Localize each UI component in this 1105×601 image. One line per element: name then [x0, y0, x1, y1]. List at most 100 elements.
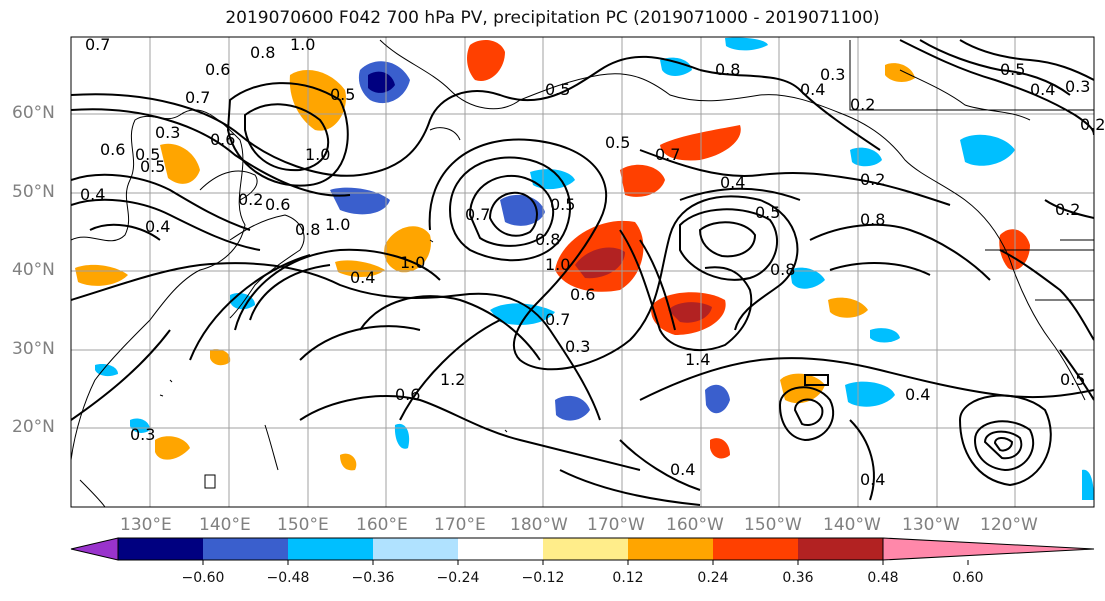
- contour-label: 0.4: [800, 80, 825, 99]
- contour-label: 0.8: [715, 60, 740, 79]
- colorbar-segment: [458, 538, 543, 560]
- negative-anomaly-patch: [555, 395, 590, 421]
- positive-anomaly-patch: [340, 453, 357, 471]
- contour-label: 0.6: [205, 60, 230, 79]
- colorbar-tick-label: 0.48: [867, 570, 899, 586]
- contour-label: 0.4: [670, 460, 695, 479]
- positive-anomaly-patch: [620, 164, 665, 197]
- negative-anomaly-patch: [725, 37, 768, 51]
- colorbar-tick-label: 0.12: [612, 570, 644, 586]
- lon-label-120w: 120°W: [980, 515, 1038, 535]
- colorbar-tick-label: −0.60: [181, 570, 225, 586]
- contour-label: 0.4: [1030, 80, 1055, 99]
- contour-label: 0.7: [465, 205, 490, 224]
- negative-anomaly-patch: [705, 384, 730, 414]
- positive-anomaly-patch: [160, 143, 200, 184]
- contour-label: 0.8: [860, 210, 885, 229]
- lon-label-170w: 170°W: [587, 515, 645, 535]
- colorbar-segment: [798, 538, 883, 560]
- lon-label-170e: 170°E: [434, 515, 486, 535]
- coastlines: [71, 39, 1094, 507]
- negative-anomaly-patch: [960, 134, 1015, 166]
- lon-label-150e: 150°E: [277, 515, 329, 535]
- lat-label-20n: 20°N: [12, 417, 55, 437]
- contour-label: 0.2: [238, 190, 263, 209]
- colorbar-segment: [203, 538, 288, 560]
- colorbar-tick-label: −0.36: [351, 570, 395, 586]
- contour-labels: 0.70.61.00.80.50.70.3 0.60.50.41.00.6 0.50…: [80, 35, 1105, 489]
- colorbar-tick-label: 0.24: [697, 570, 729, 586]
- colorbar-segment: [713, 538, 798, 560]
- map-frame: [70, 36, 1095, 508]
- lon-label-130e: 130°E: [120, 515, 172, 535]
- lon-label-160e: 160°E: [356, 515, 408, 535]
- contour-label: 0.5: [1000, 60, 1025, 79]
- contour-label: 1.0: [545, 255, 570, 274]
- colorbar-tick-label: 0.60: [952, 570, 984, 586]
- colorbar-tick-label: −0.24: [436, 570, 480, 586]
- contour-label: 0.6: [395, 385, 420, 404]
- negative-anomaly-patch: [394, 423, 410, 449]
- lon-label-150w: 150°W: [744, 515, 802, 535]
- negative-anomaly-patch: [790, 267, 825, 289]
- positive-anomaly-patch: [660, 125, 741, 161]
- contour-label: 0.5: [755, 203, 780, 222]
- contour-label: 0.7: [545, 310, 570, 329]
- colorbar-extend-high: [882, 537, 1095, 561]
- contour-label: 0.7: [655, 145, 680, 164]
- contour-label: 0.8: [295, 220, 320, 239]
- positive-anomaly-patch: [780, 373, 825, 404]
- colorbar-segment: [543, 538, 628, 560]
- colorbar-tick-label: −0.12: [521, 570, 565, 586]
- colorbar: [70, 537, 1095, 565]
- positive-anomaly-patch: [885, 63, 915, 82]
- contour-label: 0.5: [605, 133, 630, 152]
- positive-anomaly-patch: [335, 260, 385, 277]
- positive-anomaly-patch: [210, 349, 231, 366]
- contour-label: 0.3: [820, 65, 845, 84]
- contour-label: 0.5: [140, 157, 165, 176]
- contour-label: 1.0: [400, 253, 425, 272]
- positive-anomaly-patch: [467, 39, 505, 81]
- lon-label-140e: 140°E: [199, 515, 251, 535]
- contour-label: 0.7: [85, 35, 110, 54]
- contour-label: 0.4: [80, 185, 105, 204]
- contour-label: 0.4: [905, 385, 930, 404]
- colorbar-extend-low: [70, 537, 119, 561]
- contour-label: 0.5: [545, 80, 570, 99]
- negative-anomaly-patch: [870, 328, 900, 343]
- colorbar-tick-label: −0.48: [266, 570, 310, 586]
- colorbar-segment: [628, 538, 713, 560]
- colorbar-segment: [118, 538, 203, 560]
- positive-anomaly-patch: [75, 264, 128, 286]
- contour-label: 1.0: [305, 145, 330, 164]
- contour-label: 0.5: [330, 85, 355, 104]
- contour-label: 0.4: [350, 268, 375, 287]
- map-title: 2019070600 F042 700 hPa PV, precipitatio…: [225, 8, 880, 28]
- contour-label: 0.4: [145, 217, 170, 236]
- lat-label-40n: 40°N: [12, 260, 55, 280]
- contour-label: 1.0: [325, 215, 350, 234]
- contour-label: 0.2: [1080, 115, 1105, 134]
- contour-label: 0.3: [130, 425, 155, 444]
- colorbar-segment: [373, 538, 458, 560]
- negative-anomaly-core: [368, 71, 395, 93]
- contour-label: 0.6: [100, 140, 125, 159]
- contour-label: 1.2: [440, 370, 465, 389]
- contour-label: 0.2: [1055, 200, 1080, 219]
- positive-anomaly-patch: [710, 438, 730, 459]
- lat-label-60n: 60°N: [12, 103, 55, 123]
- contour-label: 0.5: [1060, 370, 1085, 389]
- contour-label: 0.8: [770, 260, 795, 279]
- colorbar-segment: [288, 538, 373, 560]
- lon-label-130w: 130°W: [902, 515, 960, 535]
- negative-anomaly-patch: [330, 187, 390, 215]
- negative-anomaly-patch: [490, 303, 555, 325]
- negative-anomaly-patch: [660, 57, 692, 76]
- lon-label-160w: 160°W: [666, 515, 724, 535]
- contour-label: 1.4: [685, 350, 710, 369]
- contour-label: 0.6: [570, 285, 595, 304]
- lat-label-30n: 30°N: [12, 339, 55, 359]
- contour-label: 0.3: [1065, 77, 1090, 96]
